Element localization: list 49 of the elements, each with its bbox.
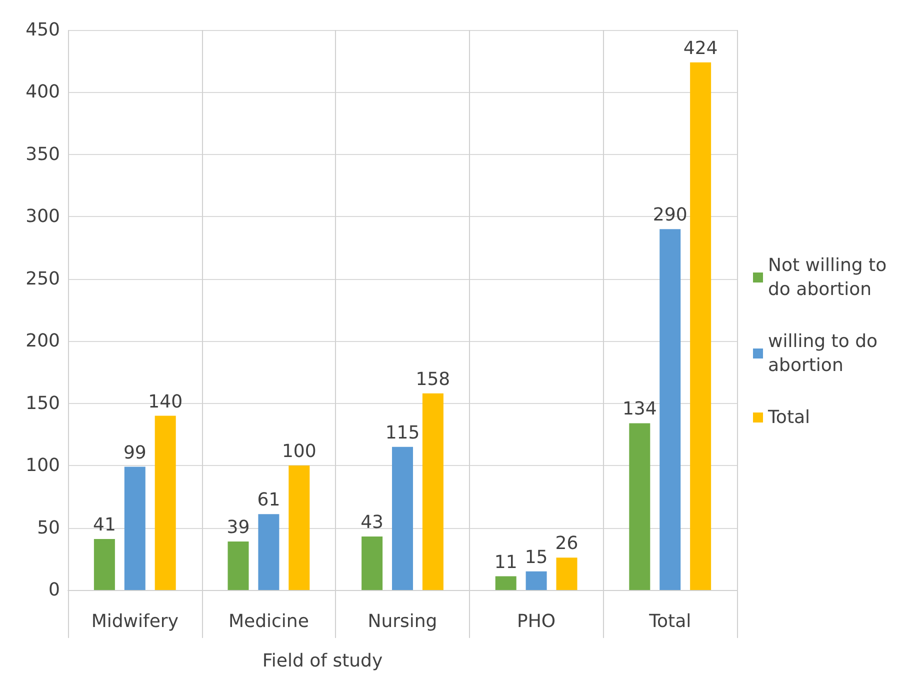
x-tick-label: Midwifery — [91, 611, 179, 632]
data-label: 43 — [360, 512, 384, 533]
data-label: 99 — [123, 442, 146, 464]
bar — [124, 466, 146, 590]
y-tick-label: 400 — [26, 82, 60, 103]
bar — [228, 541, 249, 590]
y-tick-label: 350 — [26, 144, 60, 165]
data-label: 140 — [148, 391, 183, 412]
y-tick-label: 100 — [26, 455, 60, 476]
bar — [392, 446, 413, 590]
bar — [154, 416, 176, 590]
bar — [362, 536, 383, 590]
legend-label: willing to do abortion — [768, 331, 884, 376]
data-label: 26 — [555, 533, 578, 554]
x-tick-label: Medicine — [228, 611, 309, 632]
bar — [690, 62, 712, 590]
data-label: 11 — [494, 552, 518, 573]
y-tick-label: 50 — [37, 517, 60, 538]
x-axis-title: Field of study — [262, 650, 383, 672]
y-tick-label: 150 — [26, 392, 60, 414]
x-tick-label: Nursing — [368, 611, 438, 632]
data-label: 134 — [622, 398, 657, 420]
data-label: 115 — [385, 422, 420, 444]
bar — [526, 571, 547, 590]
data-label: 158 — [416, 368, 450, 390]
y-tick-label: 450 — [26, 20, 60, 40]
bar — [556, 558, 578, 590]
bar — [495, 576, 516, 590]
y-tick-label: 200 — [26, 330, 60, 352]
data-label: 61 — [257, 490, 280, 511]
y-tick-label: 250 — [26, 268, 60, 290]
data-label: 424 — [683, 38, 718, 59]
bar — [288, 466, 310, 590]
bar — [94, 538, 115, 590]
data-label: 290 — [652, 204, 688, 226]
legend-label: Not willing to do abortion — [768, 255, 892, 300]
y-tick-label: 300 — [26, 206, 60, 228]
legend-label: Total — [767, 407, 810, 428]
y-tick-label: 0 — [48, 580, 60, 600]
bar — [629, 423, 650, 590]
bar — [660, 229, 681, 590]
data-label: 41 — [92, 514, 116, 536]
bar — [258, 514, 280, 590]
data-label: 39 — [226, 516, 250, 538]
data-label: 15 — [524, 546, 548, 568]
x-tick-label: Total — [648, 611, 692, 632]
data-label: 100 — [282, 441, 316, 462]
x-tick-label: PHO — [517, 611, 556, 632]
bar — [422, 393, 444, 590]
